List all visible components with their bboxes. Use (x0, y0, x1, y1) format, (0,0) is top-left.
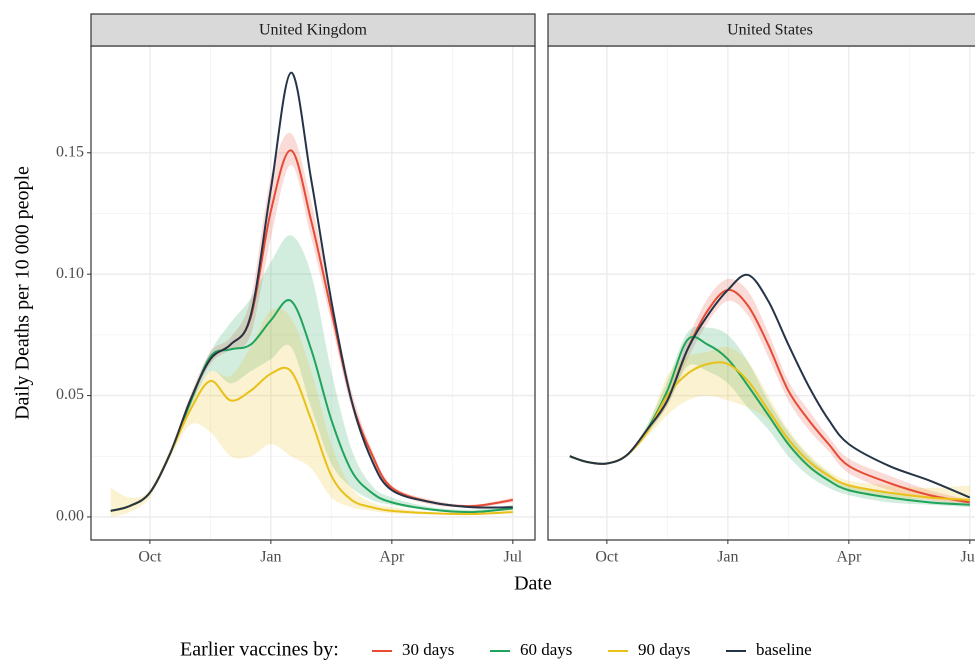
y-tick-label: 0.05 (56, 386, 84, 403)
x-tick-label: Jul (503, 549, 522, 566)
strip-label: United Kingdom (259, 22, 368, 39)
y-tick-label: 0.00 (56, 508, 84, 525)
x-tick-label: Apr (379, 549, 405, 566)
x-axis-title: Date (514, 573, 552, 595)
strip (90, 13, 536, 47)
x-tick-label: Oct (595, 549, 619, 566)
x-tick-label: Oct (138, 549, 162, 566)
plot-layer (110, 71, 513, 517)
x-tick-label: Jan (260, 549, 281, 566)
x-tick-label: Jan (717, 549, 738, 566)
legend-label: 60 days (520, 640, 572, 659)
y-tick-label: 0.15 (56, 143, 84, 160)
plot-layer (569, 273, 971, 508)
ribbon (110, 308, 513, 517)
y-tick-label: 0.10 (56, 265, 84, 282)
strip (547, 13, 975, 47)
series-line (569, 273, 971, 499)
x-tick-label: Apr (836, 549, 862, 566)
legend-label: baseline (756, 640, 812, 659)
strip-label: United States (727, 22, 813, 39)
ribbon (110, 132, 513, 511)
y-axis-title: Daily Deaths per 10 000 people (12, 166, 34, 420)
x-tick-label: Jul (960, 549, 975, 566)
legend-title: Earlier vaccines by: (180, 639, 339, 661)
panel-background (548, 46, 975, 540)
panel-background (91, 46, 535, 540)
legend-label: 90 days (638, 640, 690, 659)
legend-label: 30 days (402, 640, 454, 659)
series-line (110, 71, 513, 512)
ribbon (110, 235, 513, 513)
